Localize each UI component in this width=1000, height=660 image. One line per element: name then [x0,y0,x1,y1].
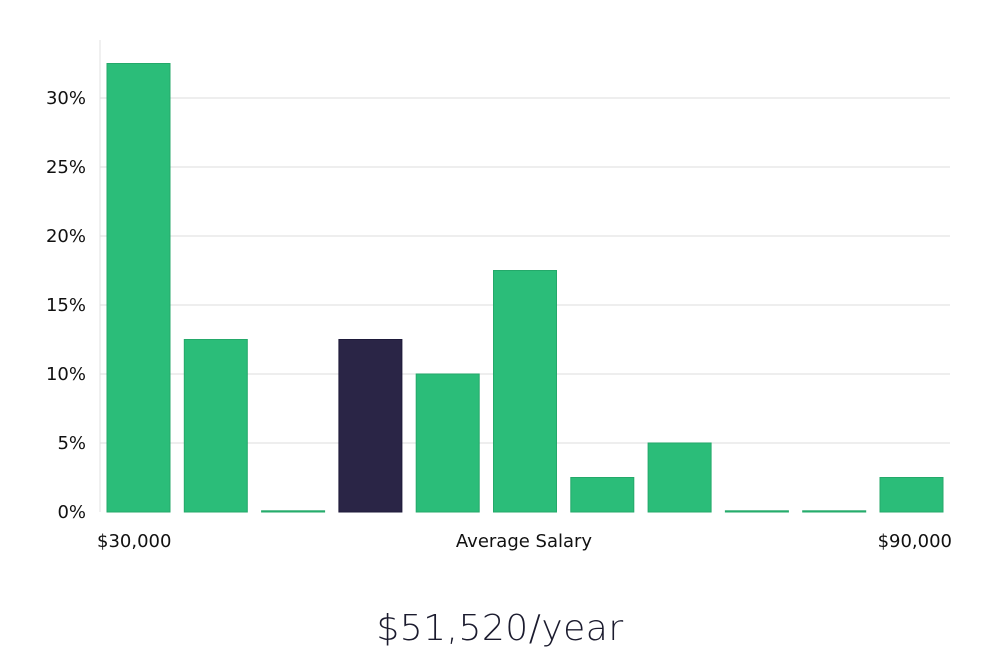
bar [415,373,480,513]
y-tick-label: 20% [46,226,86,247]
bar [647,442,712,513]
bar [724,510,789,513]
bar [183,339,248,513]
y-axis-ticks: 0% 5% 10% 15% 20% 25% 30% [46,88,86,523]
y-tick-label: 10% [46,364,86,385]
bar [570,477,635,513]
average-salary-value: $51,520/year [376,608,624,649]
y-tick-label: 15% [46,295,86,316]
bar [106,63,171,513]
x-axis-title: Average Salary [456,531,593,552]
bar-highlighted [338,339,403,513]
bar [802,510,867,513]
y-tick-label: 30% [46,88,86,109]
y-tick-label: 0% [57,502,86,523]
x-max-label: $90,000 [878,531,952,552]
salary-histogram: 0% 5% 10% 15% 20% 25% 30% $30,000 Average Sala… [46,40,952,552]
bar [879,477,944,513]
y-tick-label: 25% [46,157,86,178]
bars [106,63,944,513]
bar [261,510,326,513]
bar [493,270,557,513]
x-min-label: $30,000 [97,531,171,552]
y-tick-label: 5% [57,433,86,454]
